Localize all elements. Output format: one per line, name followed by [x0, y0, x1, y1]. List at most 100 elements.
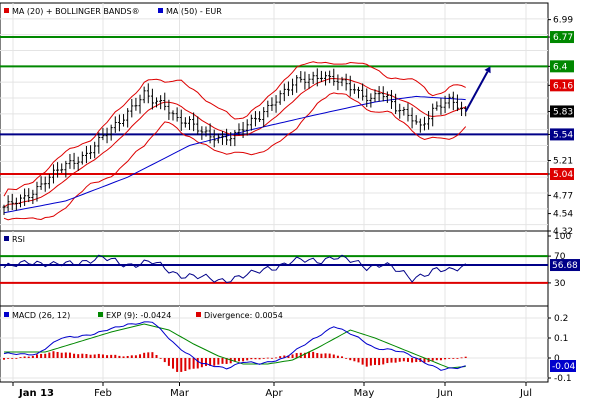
- divergence-bar: [349, 358, 352, 361]
- price-bar: [295, 75, 299, 93]
- divergence-bar: [336, 355, 339, 358]
- divergence-bar: [89, 354, 92, 358]
- price-bar: [76, 156, 80, 171]
- price-bar: [200, 126, 204, 140]
- price-bar: [324, 71, 328, 86]
- price-bar: [340, 76, 344, 87]
- divergence-bar: [180, 358, 183, 372]
- price-bar: [155, 97, 159, 108]
- price-bar: [253, 111, 257, 127]
- price-bar: [117, 114, 121, 132]
- price-bar: [130, 99, 134, 118]
- macd-line: [3, 321, 466, 371]
- price-bar: [138, 94, 142, 114]
- price-bar: [344, 73, 348, 91]
- divergence-bar: [411, 358, 414, 363]
- price-y-tick-label: 5.83: [553, 107, 573, 117]
- rsi-level-lines: [0, 255, 548, 284]
- divergence-bar: [287, 355, 290, 358]
- price-bar: [348, 75, 352, 97]
- rsi-y-tick-label: 100: [554, 232, 571, 242]
- price-bar: [249, 114, 253, 131]
- divergence-bar: [19, 357, 22, 358]
- price-y-tick-label: 5.04: [553, 170, 573, 180]
- divergence-bar: [176, 358, 179, 372]
- divergence-bar: [48, 352, 51, 358]
- price-value-box: [550, 168, 574, 180]
- divergence-bar: [184, 358, 187, 371]
- price-y-tick-label: 4.54: [553, 210, 573, 220]
- exp-legend-label: EXP (9): -0.0424: [106, 311, 171, 320]
- divergence-bar: [266, 357, 269, 359]
- price-bar: [365, 88, 369, 108]
- macd-legend: MACD (26, 12) EXP (9): -0.0424 Divergenc…: [4, 311, 283, 320]
- divergence-bar: [35, 354, 38, 358]
- divergence-bar: [258, 358, 261, 360]
- macd-legend-label: MACD (26, 12): [12, 311, 70, 320]
- divergence-bar: [97, 353, 100, 358]
- divergence-legend-swatch: [196, 312, 201, 317]
- macd-y-tick-label: 0.2: [554, 314, 568, 324]
- divergence-bar: [299, 352, 302, 358]
- divergence-bar: [303, 352, 306, 358]
- rsi-y-tick-label: 30: [554, 279, 566, 289]
- price-bar: [225, 128, 229, 145]
- divergence-bar: [192, 358, 195, 369]
- price-bar: [414, 115, 418, 125]
- price-value-box: [550, 60, 574, 73]
- price-bar: [245, 119, 249, 136]
- price-bar: [422, 116, 426, 131]
- divergence-bar: [439, 358, 442, 361]
- price-bar: [146, 83, 150, 104]
- price-bar: [35, 181, 39, 202]
- price-bar: [455, 94, 459, 112]
- divergence-bar: [217, 358, 220, 365]
- price-level-lines: [0, 36, 548, 175]
- divergence-bar: [3, 358, 5, 360]
- divergence-bar: [122, 356, 125, 358]
- ma20-legend-swatch: [4, 8, 9, 13]
- price-value-box: [550, 128, 574, 141]
- price-bar: [93, 141, 97, 159]
- price-bar: [171, 110, 175, 121]
- price-bar: [163, 92, 167, 111]
- price-bar: [10, 193, 14, 210]
- price-bar: [56, 162, 60, 178]
- rsi-legend-swatch: [4, 236, 9, 241]
- divergence-bar: [196, 358, 199, 369]
- price-legend: MA (20) + BOLLINGER BANDS® MA (50) - EUR: [4, 7, 222, 16]
- price-bar: [150, 88, 154, 110]
- divergence-bar: [320, 353, 323, 358]
- price-bar: [109, 124, 113, 141]
- divergence-bar: [345, 358, 348, 359]
- divergence-bar: [398, 358, 401, 362]
- price-bar: [229, 132, 233, 147]
- rsi-y-tick-label: 70: [554, 252, 566, 262]
- price-bar: [427, 111, 431, 130]
- divergence-bar: [242, 358, 245, 362]
- divergence-bar: [64, 352, 67, 358]
- price-bar: [233, 130, 237, 147]
- price-bar: [418, 118, 422, 133]
- price-bar: [208, 123, 212, 144]
- divergence-bar: [151, 352, 154, 358]
- price-bar: [385, 91, 389, 103]
- price-y-tick-label: 4.77: [553, 191, 573, 201]
- macd-divergence-bars: [3, 351, 467, 372]
- price-bar: [262, 107, 266, 128]
- bollinger-upper-band: [3, 61, 466, 197]
- divergence-bar: [250, 358, 253, 360]
- price-bar: [84, 145, 88, 164]
- price-value-box: [550, 31, 574, 44]
- price-bar: [192, 112, 196, 132]
- price-bar: [332, 68, 336, 86]
- price-bar: [311, 71, 315, 84]
- divergence-bar: [213, 358, 216, 366]
- ma20-legend-label: MA (20) + BOLLINGER BANDS®: [12, 7, 140, 16]
- divergence-bar: [7, 358, 10, 359]
- price-bar: [18, 194, 22, 208]
- macd-y-tick-label: 0.1: [554, 334, 568, 344]
- divergence-bar: [188, 358, 191, 370]
- price-bar: [14, 197, 18, 211]
- divergence-bar: [341, 356, 344, 358]
